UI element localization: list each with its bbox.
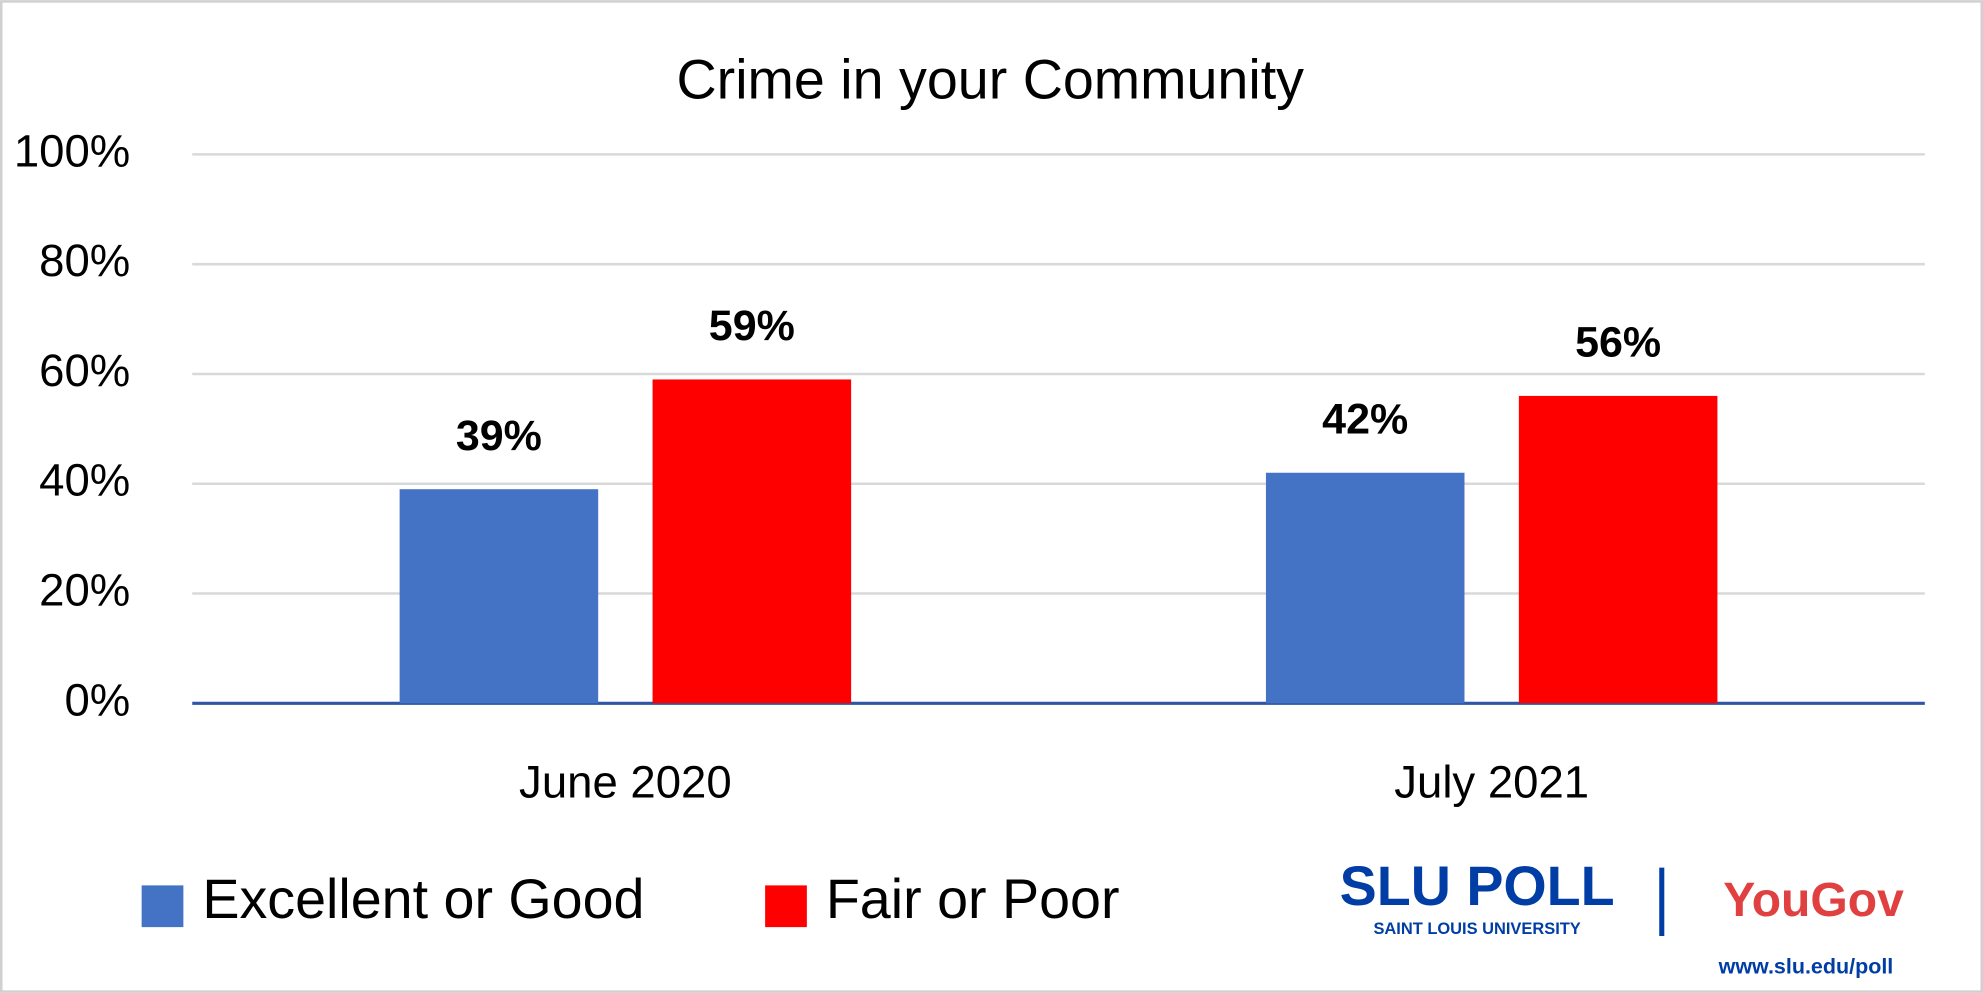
value-label: 42% (1322, 396, 1408, 444)
x-tick-label: July 2021 (1394, 757, 1589, 808)
legend-swatch (141, 885, 184, 928)
value-label: 39% (456, 412, 542, 460)
y-tick-label: 0% (64, 674, 130, 725)
logo-url: www.slu.edu/poll (1718, 954, 1894, 978)
chart-title: Crime in your Community (677, 48, 1305, 110)
bar (1265, 472, 1465, 704)
logo: SLU POLL SAINT LOUIS UNIVERSITY YouGov w… (1340, 855, 1905, 978)
value-label: 59% (709, 302, 795, 350)
legend-swatch (765, 885, 807, 928)
y-tick-label: 40% (39, 455, 130, 506)
y-tick-label: 60% (39, 345, 130, 396)
bar (399, 489, 599, 704)
x-tick-label: June 2020 (519, 757, 732, 808)
logo-partner: YouGov (1723, 874, 1904, 927)
y-tick-label: 20% (39, 565, 130, 616)
value-label: 56% (1575, 319, 1661, 367)
bar (652, 379, 852, 704)
y-tick-label: 80% (39, 235, 130, 286)
logo-name: SLU POLL (1340, 855, 1615, 917)
legend-label: Fair or Poor (826, 868, 1120, 930)
logo-university: SAINT LOUIS UNIVERSITY (1373, 920, 1580, 938)
legend-label: Excellent or Good (202, 868, 644, 930)
y-tick-label: 100% (14, 125, 130, 176)
bar (1518, 395, 1718, 704)
